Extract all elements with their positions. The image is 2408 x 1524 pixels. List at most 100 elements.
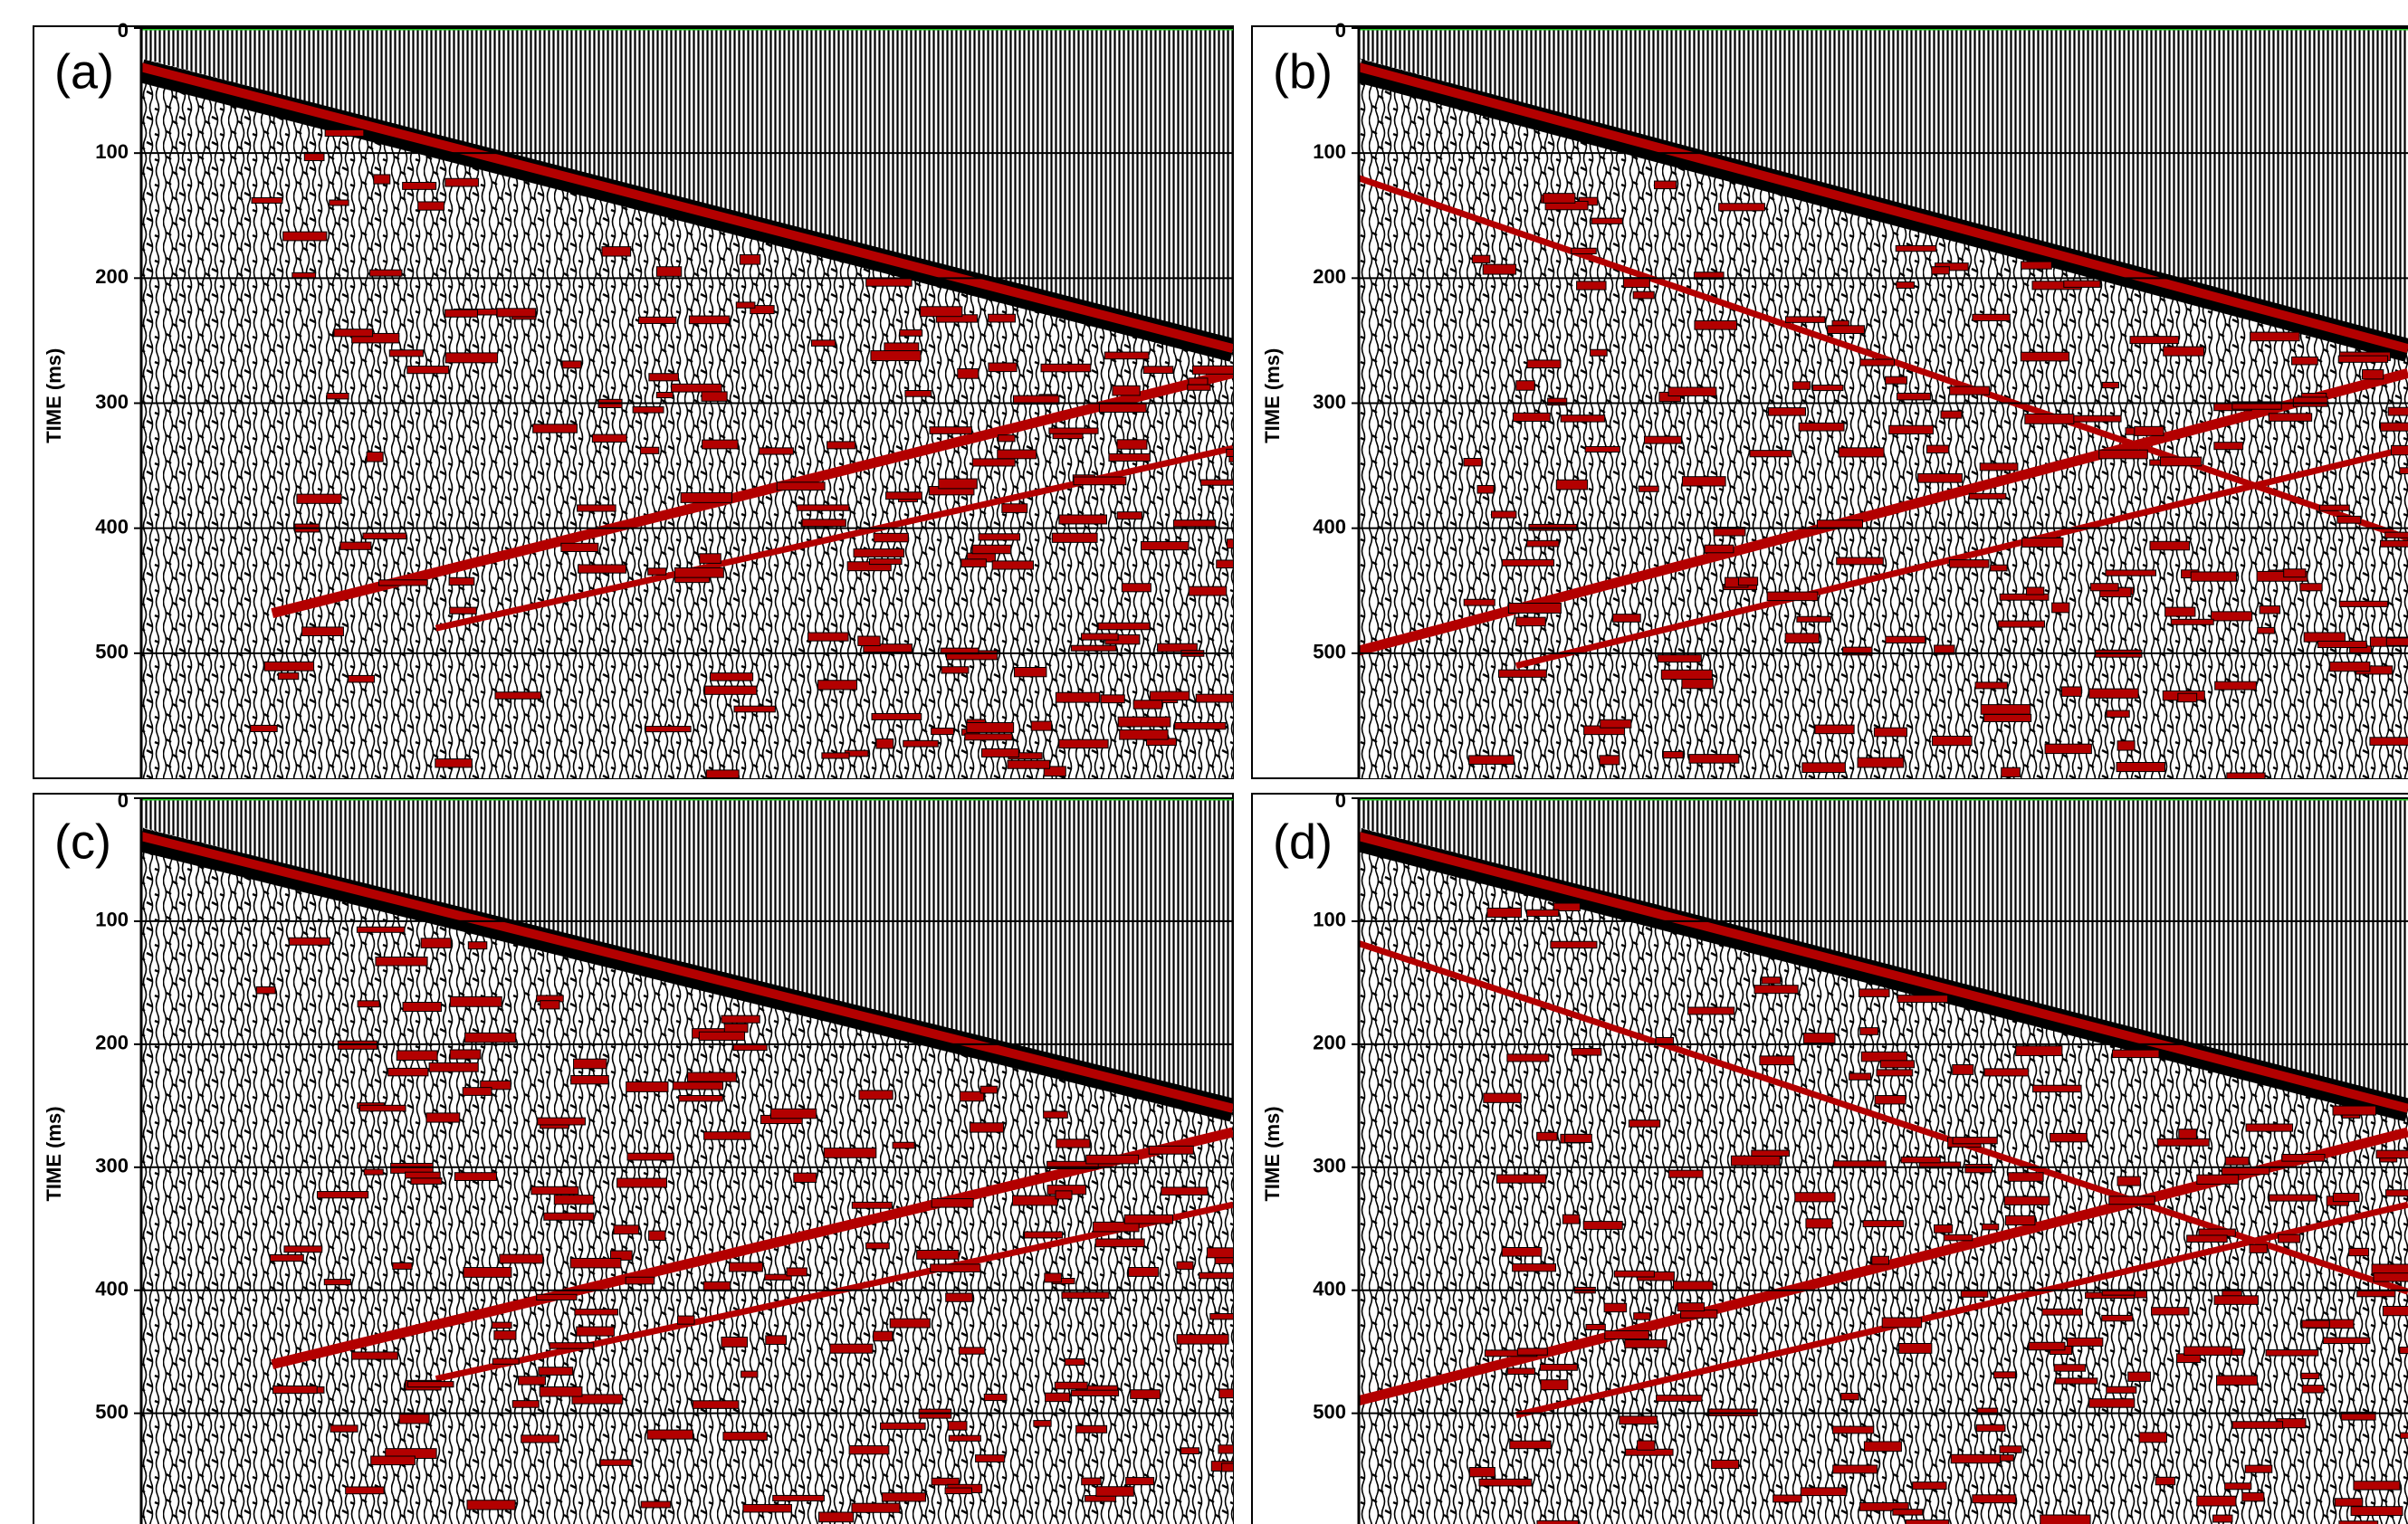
red-wavelet [1624, 1338, 1667, 1348]
red-wavelet [2399, 467, 2408, 475]
red-wavelet [1784, 316, 1826, 323]
red-wavelet [1495, 1174, 1547, 1184]
red-wavelet [1655, 1036, 1675, 1045]
red-wavelet [2127, 1371, 2152, 1382]
red-wavelet [1536, 1519, 1580, 1524]
red-wavelet [610, 1250, 633, 1261]
red-wavelet [632, 405, 664, 414]
red-wavelet [333, 329, 374, 338]
red-wavelet [444, 177, 480, 187]
red-wavelet [2053, 1364, 2087, 1372]
red-wavelet [741, 1370, 759, 1378]
red-wavelet [1632, 291, 1655, 300]
red-wavelet [1972, 1494, 2017, 1504]
red-wavelet [2186, 1234, 2228, 1243]
red-wavelet [405, 1171, 441, 1179]
red-wavelet [674, 567, 724, 578]
red-wavelet [543, 1212, 595, 1221]
red-wavelet [2007, 1172, 2044, 1182]
y-axis-label: TIME (ms) [43, 1106, 65, 1201]
red-wavelet [1934, 644, 1955, 655]
red-wavelet [449, 606, 477, 614]
red-wavelet [823, 1148, 877, 1158]
red-wavelet [873, 1330, 893, 1342]
red-wavelet [1859, 1027, 1879, 1035]
red-wavelet [979, 1085, 999, 1094]
red-wavelet [1501, 558, 1555, 567]
y-tick-label: 200 [95, 265, 129, 288]
red-wavelet [1188, 377, 1209, 386]
red-wavelet [851, 1502, 901, 1513]
y-axis-label: TIME (ms) [1261, 1106, 1284, 1201]
red-wavelet [1599, 755, 1620, 766]
red-wavelet [2361, 369, 2384, 380]
red-wavelet [1560, 414, 1606, 423]
red-wavelet [853, 548, 905, 557]
red-wavelet [1688, 754, 1740, 764]
red-wavelet [326, 393, 349, 400]
red-wavelet [1892, 1509, 1924, 1516]
red-wavelet [705, 769, 740, 778]
red-wavelet [2244, 1464, 2273, 1473]
red-wavelet [1814, 724, 1855, 735]
red-wavelet [2020, 351, 2070, 362]
red-wavelet [672, 1081, 724, 1091]
red-wavelet [2111, 1049, 2160, 1059]
red-wavelet [444, 309, 478, 318]
red-wavelet [1040, 363, 1092, 373]
red-wavelet [1643, 435, 1683, 444]
red-wavelet [356, 926, 406, 933]
red-wavelet [1704, 544, 1734, 554]
red-wavelet [1656, 1395, 1703, 1402]
red-wavelet [1964, 1164, 1992, 1174]
red-wavelet [1975, 1424, 2006, 1433]
red-wavelet [373, 174, 391, 185]
red-wavelet [1064, 1357, 1085, 1367]
y-tick-label: 0 [1335, 19, 1346, 42]
red-wavelet [1950, 1453, 2002, 1464]
red-wavelet [345, 1486, 385, 1495]
red-wavelet [801, 519, 846, 528]
red-wavelet [793, 1172, 817, 1183]
red-wavelet [1600, 719, 1632, 729]
red-wavelet [2041, 1308, 2083, 1316]
red-wavelet [1999, 1445, 2022, 1453]
red-wavelet [499, 1253, 544, 1264]
red-wavelet [1149, 691, 1190, 701]
red-wavelet [402, 1002, 443, 1013]
red-wavelet [1590, 348, 1608, 357]
red-wavelet [251, 196, 283, 205]
red-wavelet [1576, 281, 1607, 291]
red-wavelet [1482, 263, 1517, 275]
red-wavelet [1085, 1154, 1140, 1165]
red-wavelet [1491, 510, 1517, 519]
red-wavelet [1874, 1095, 1906, 1105]
red-wavelet [875, 738, 894, 749]
first-arrival [1359, 832, 2408, 1113]
red-wavelet [1044, 1272, 1062, 1283]
red-wavelet [655, 266, 683, 277]
red-wavelet [2340, 1411, 2376, 1421]
red-wavelet [1827, 325, 1866, 334]
red-wavelet [2211, 611, 2253, 622]
red-wavelet [1794, 1192, 1836, 1203]
red-wavelet [444, 352, 499, 364]
red-wavelet [1863, 1441, 1902, 1453]
red-wavelet [1095, 1486, 1134, 1497]
red-wavelet [1463, 598, 1495, 606]
red-wavelet [1667, 386, 1717, 397]
red-wavelet [2212, 1514, 2233, 1523]
red-wavelet [435, 758, 473, 768]
red-wavelet [772, 1494, 825, 1502]
red-wavelet [626, 1152, 674, 1161]
red-wavelet [1486, 907, 1523, 919]
red-wavelet [2050, 1132, 2088, 1143]
red-wavelet [1061, 1291, 1110, 1300]
red-wavelet [1547, 397, 1568, 406]
red-wavelet [1612, 614, 1641, 623]
red-wavelet [2003, 1195, 2050, 1205]
red-wavelet [2301, 1319, 2330, 1329]
red-wavelet [2384, 531, 2408, 538]
red-wavelet [324, 129, 365, 138]
